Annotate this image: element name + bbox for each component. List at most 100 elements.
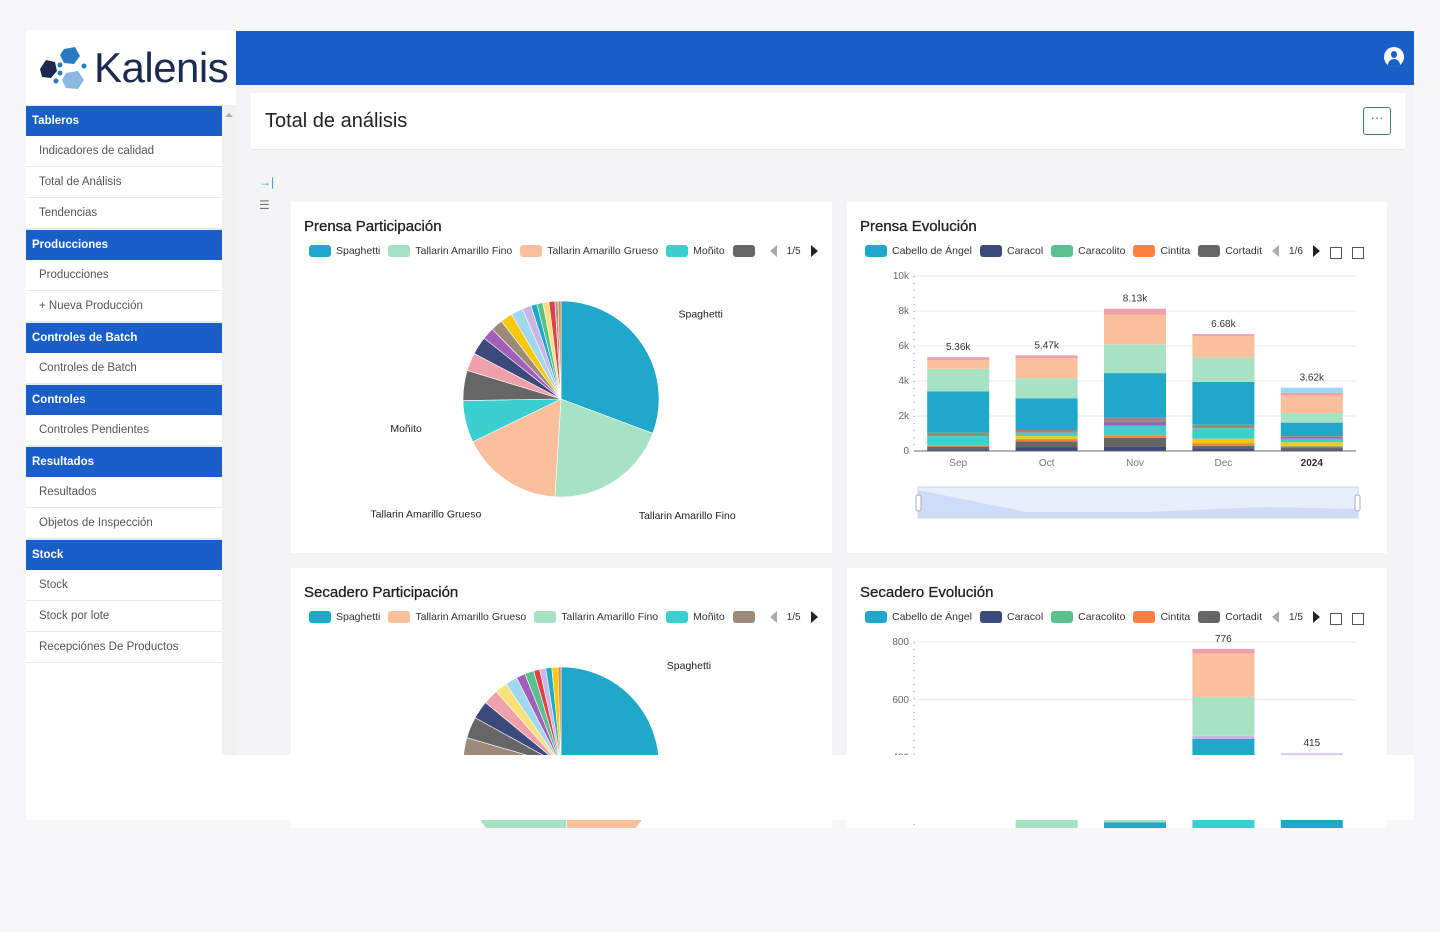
datazoom-handle-left[interactable] [915, 494, 922, 512]
legend-item[interactable]: Caracolito [1051, 245, 1125, 257]
bar-segment[interactable] [927, 432, 990, 437]
bar-segment[interactable] [1104, 446, 1166, 451]
bar-segment[interactable] [1280, 438, 1343, 443]
sidebar-item-3[interactable]: Tendencias [26, 198, 222, 229]
bar-segment[interactable] [1104, 308, 1166, 315]
bar-segment[interactable] [1280, 395, 1343, 414]
bar-segment[interactable] [1192, 653, 1255, 697]
zoom-area-icon[interactable] [1329, 613, 1342, 625]
legend-item[interactable] [732, 245, 760, 257]
legend-item[interactable]: Spaghetti [309, 245, 380, 257]
sidebar-item-17[interactable]: Recepciónes De Productos [26, 632, 222, 663]
legend-item[interactable]: Cabello de Ángel [865, 611, 972, 623]
legend-next-icon[interactable] [1312, 611, 1320, 623]
sidebar-item-15[interactable]: Stock [26, 570, 222, 601]
pie-slice[interactable] [557, 666, 562, 766]
zoom-reset-icon[interactable] [1351, 247, 1364, 259]
bar-segment[interactable] [927, 360, 990, 369]
bar-segment[interactable] [1280, 753, 1343, 757]
more-options-button[interactable]: ··· [1363, 107, 1391, 135]
sidebar-item-5[interactable]: Producciones [26, 260, 222, 291]
legend-prev-icon[interactable] [769, 611, 777, 623]
sidebar-item-2[interactable]: Total de Análisis [26, 167, 222, 198]
sidebar-section-11[interactable]: Resultados [26, 446, 222, 477]
bar-segment[interactable] [1192, 424, 1255, 429]
sidebar-item-13[interactable]: Objetos de Inspección [26, 508, 222, 539]
pie-slice[interactable] [560, 300, 660, 434]
zoom-area-icon[interactable] [1329, 247, 1342, 259]
pie-slice[interactable] [554, 398, 654, 498]
legend-prev-icon[interactable] [769, 245, 777, 257]
bar-segment[interactable] [1104, 437, 1166, 447]
bar-segment[interactable] [1280, 392, 1343, 396]
legend-prev-icon[interactable] [1271, 611, 1279, 623]
bar-segment[interactable] [1280, 449, 1343, 451]
legend-next-icon[interactable] [1312, 245, 1320, 257]
bar-segment[interactable] [927, 445, 990, 447]
sidebar-item-1[interactable]: Indicadores de calidad [26, 136, 222, 167]
bar-segment[interactable] [1015, 438, 1078, 440]
bar-segment[interactable] [1015, 358, 1078, 379]
bar-segment[interactable] [1192, 357, 1255, 382]
filter-icon[interactable]: ☰ [259, 198, 270, 212]
legend-item[interactable] [732, 611, 760, 623]
bar-segment[interactable] [1015, 398, 1078, 431]
legend-prev-icon[interactable] [1271, 245, 1279, 257]
legend-item[interactable]: Spaghetti [309, 611, 380, 623]
bar-segment[interactable] [1015, 447, 1078, 452]
sidebar-item-6[interactable]: + Nueva Producción [26, 291, 222, 322]
bar-segment[interactable] [1192, 648, 1255, 654]
bar-segment[interactable] [1192, 445, 1255, 449]
sidebar-item-16[interactable]: Stock por lote [26, 601, 222, 632]
bar-segment[interactable] [1280, 442, 1343, 446]
legend-next-icon[interactable] [810, 245, 818, 257]
bar-segment[interactable] [1192, 336, 1255, 358]
bar-segment[interactable] [1015, 439, 1078, 442]
bar-segment[interactable] [1192, 444, 1255, 446]
legend-item[interactable]: Cortadit [1198, 245, 1262, 257]
bar-segment[interactable] [927, 449, 990, 451]
bar-segment[interactable] [1280, 816, 1343, 828]
legend-item[interactable]: Cortadit [1198, 611, 1262, 623]
bar-segment[interactable] [927, 368, 990, 392]
bar-segment[interactable] [1104, 435, 1166, 438]
bar-segment[interactable] [1192, 735, 1255, 739]
bar-segment[interactable] [927, 357, 990, 360]
sidebar-section-9[interactable]: Controles [26, 384, 222, 415]
bar-segment[interactable] [1280, 413, 1343, 423]
legend-item[interactable]: Cintita [1133, 245, 1190, 257]
sidebar-scrollbar[interactable] [222, 105, 236, 755]
bar-segment[interactable] [1192, 334, 1255, 337]
bar-segment[interactable] [1015, 355, 1078, 359]
bar-segment[interactable] [927, 444, 990, 446]
bar-segment[interactable] [1015, 378, 1078, 399]
legend-item[interactable]: Tallarin Amarillo Fino [388, 245, 512, 257]
bar-segment[interactable] [1015, 441, 1078, 448]
bar-segment[interactable] [1104, 421, 1166, 426]
bar-segment[interactable] [1192, 428, 1255, 439]
datazoom-handle-right[interactable] [1354, 494, 1361, 512]
sidebar-item-8[interactable]: Controles de Batch [26, 353, 222, 384]
bar-segment[interactable] [927, 391, 990, 433]
legend-item[interactable]: Tallarin Amarillo Grueso [388, 611, 526, 623]
zoom-reset-icon[interactable] [1351, 613, 1364, 625]
legend-item[interactable]: Caracolito [1051, 611, 1125, 623]
bar-segment[interactable] [1192, 448, 1255, 451]
legend-item[interactable]: Moñito [666, 245, 725, 257]
bar-segment[interactable] [1104, 344, 1166, 374]
legend-item[interactable]: Cabello de Ángel [865, 245, 972, 257]
bar-segment[interactable] [927, 446, 990, 450]
bar-segment[interactable] [1192, 438, 1255, 444]
bar-segment[interactable] [1015, 432, 1078, 437]
sidebar-item-10[interactable]: Controles Pendientes [26, 415, 222, 446]
bar-segment[interactable] [927, 436, 990, 445]
bar-segment[interactable] [1192, 381, 1255, 425]
bar-segment[interactable] [1104, 822, 1166, 828]
legend-item[interactable]: Tallarin Amarillo Grueso [520, 245, 658, 257]
bar-segment[interactable] [1104, 373, 1166, 418]
bar-segment[interactable] [1192, 443, 1255, 444]
bar-segment[interactable] [1104, 314, 1166, 345]
bar-segment[interactable] [1015, 436, 1078, 439]
legend-item[interactable]: Caracol [979, 245, 1043, 257]
legend-item[interactable]: Moñito [666, 611, 725, 623]
